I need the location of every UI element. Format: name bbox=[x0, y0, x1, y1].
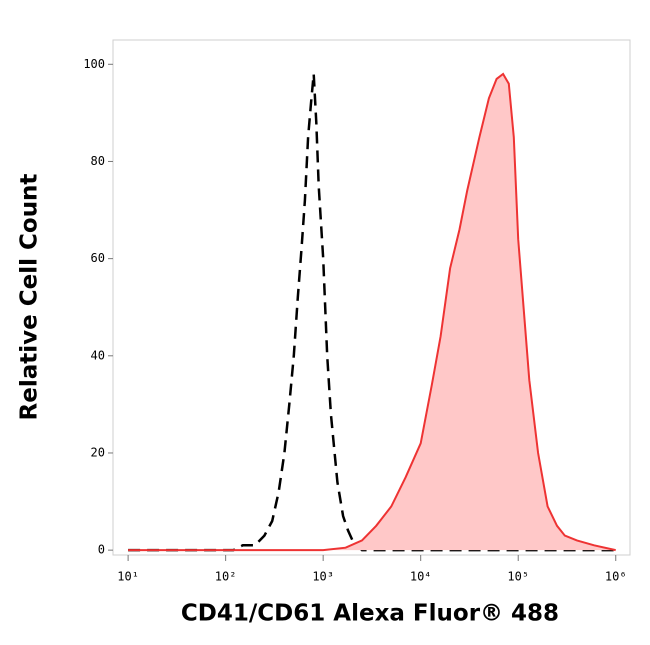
y-axis-title: Relative Cell Count bbox=[17, 174, 43, 421]
y-tick-label: 100 bbox=[83, 57, 105, 71]
x-tick-label: 10⁶ bbox=[605, 570, 627, 584]
y-tick-label: 40 bbox=[91, 348, 105, 362]
x-tick-label: 10¹ bbox=[117, 570, 139, 584]
y-tick-label: 60 bbox=[91, 251, 105, 265]
x-tick-label: 10² bbox=[215, 570, 237, 584]
series-line bbox=[128, 72, 616, 552]
x-tick-label: 10³ bbox=[312, 570, 334, 584]
x-tick-label: 10⁴ bbox=[410, 570, 432, 584]
x-tick-label: 10⁵ bbox=[507, 570, 529, 584]
y-tick-label: 0 bbox=[98, 543, 105, 557]
plot-frame bbox=[112, 39, 631, 556]
area-fill bbox=[128, 74, 616, 551]
x-axis-title: CD41/CD61 Alexa Fluor® 488 bbox=[181, 601, 559, 627]
series-line bbox=[128, 73, 616, 552]
y-tick-label: 20 bbox=[91, 445, 105, 459]
y-tick-label: 80 bbox=[91, 154, 105, 168]
